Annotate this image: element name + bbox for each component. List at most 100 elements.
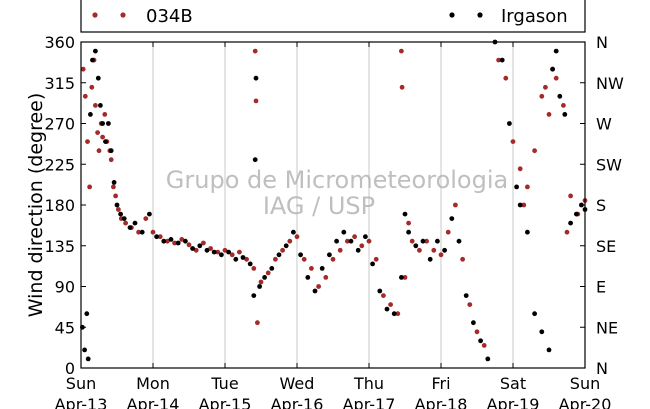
- point-034b: [438, 252, 444, 258]
- point-034b: [453, 202, 458, 208]
- point-034b: [193, 247, 199, 253]
- point-034b: [273, 256, 278, 262]
- point-034b: [179, 237, 185, 242]
- point-034b: [366, 238, 372, 244]
- point-034b: [255, 320, 260, 326]
- point-034b: [431, 247, 437, 253]
- point-034b: [265, 270, 271, 276]
- point-irgason: [84, 311, 90, 317]
- right-tick-label: E: [596, 278, 606, 297]
- point-034b: [102, 112, 108, 117]
- right-tick-label: W: [596, 115, 612, 134]
- point-irgason: [384, 306, 390, 312]
- point-034b: [481, 343, 487, 348]
- legend-label-irgason: Irgason: [501, 6, 568, 27]
- point-034b: [208, 246, 214, 251]
- right-axis-ticks: N NE E SE S SW W NW N: [596, 33, 624, 378]
- point-irgason: [183, 238, 188, 244]
- right-tick-label: NW: [596, 74, 624, 93]
- point-irgason: [499, 57, 505, 63]
- point-034b: [301, 256, 307, 262]
- x-tick-label-day: Thu: [353, 374, 384, 393]
- right-tick-label: SE: [596, 237, 616, 256]
- x-tick-label-day: Sat: [500, 374, 526, 393]
- point-034b: [157, 234, 163, 240]
- x-tick-label-day: Fri: [431, 374, 450, 393]
- point-irgason: [251, 293, 257, 298]
- point-034b: [82, 93, 88, 99]
- x-tick-label-day: Mon: [136, 374, 170, 393]
- watermark: Grupo de Micrometeorologia IAG / USP: [166, 166, 508, 220]
- point-irgason: [257, 284, 262, 289]
- point-034b: [521, 202, 527, 208]
- point-irgason: [121, 216, 127, 222]
- point-irgason: [168, 237, 174, 242]
- point-irgason: [463, 293, 469, 298]
- point-034b: [474, 329, 480, 335]
- point-irgason: [139, 229, 145, 235]
- point-034b: [237, 249, 242, 255]
- point-034b: [252, 48, 258, 54]
- grid: [152, 42, 514, 368]
- point-034b: [116, 207, 121, 212]
- point-034b: [388, 302, 393, 307]
- point-034b: [258, 279, 264, 285]
- point-irgason: [355, 247, 361, 253]
- point-irgason: [106, 121, 111, 126]
- point-irgason: [553, 48, 559, 54]
- point-irgason: [253, 75, 259, 81]
- x-tick-label-date: Apr-19: [487, 395, 540, 409]
- point-irgason: [298, 252, 303, 258]
- y-axis-label: Wind direction (degree): [25, 93, 47, 318]
- point-034b: [93, 103, 98, 108]
- x-tick-label-day: Sun: [570, 374, 600, 393]
- point-irgason: [327, 252, 332, 258]
- point-034b: [244, 256, 250, 262]
- point-034b: [395, 311, 401, 317]
- point-irgason: [252, 157, 258, 163]
- point-irgason: [204, 247, 210, 253]
- point-034b: [517, 166, 523, 172]
- point-034b: [546, 112, 552, 117]
- point-034b: [525, 184, 530, 190]
- y-tick-label: 0: [65, 359, 75, 378]
- point-irgason: [413, 243, 419, 249]
- point-irgason: [550, 66, 555, 72]
- point-034b: [568, 193, 573, 199]
- point-irgason: [269, 266, 275, 271]
- point-irgason: [175, 240, 181, 246]
- right-tick-label: SW: [596, 155, 622, 174]
- point-irgason: [233, 256, 239, 262]
- point-034b: [316, 284, 321, 289]
- x-tick-label-date: Apr-14: [127, 395, 180, 409]
- point-034b: [186, 242, 192, 248]
- point-034b: [539, 93, 545, 99]
- point-034b: [543, 84, 548, 90]
- point-irgason: [562, 112, 568, 117]
- point-irgason: [312, 288, 318, 294]
- watermark-line-1: Grupo de Micrometeorologia: [166, 166, 508, 194]
- point-034b: [460, 256, 465, 262]
- point-034b: [123, 220, 128, 226]
- point-irgason: [435, 238, 440, 244]
- point-034b: [467, 302, 473, 307]
- point-034b: [445, 229, 451, 235]
- point-irgason: [456, 238, 462, 244]
- point-034b: [345, 238, 350, 244]
- point-034b: [399, 84, 405, 90]
- point-irgason: [132, 220, 138, 226]
- point-034b: [309, 266, 314, 271]
- point-irgason: [420, 238, 426, 244]
- point-irgason: [211, 249, 217, 255]
- point-irgason: [190, 246, 196, 251]
- point-034b: [89, 84, 95, 90]
- point-irgason: [276, 252, 282, 258]
- legend-marker-034b: [92, 12, 98, 18]
- point-034b: [337, 247, 343, 253]
- point-irgason: [88, 112, 93, 117]
- point-irgason: [114, 202, 120, 208]
- point-034b: [251, 266, 257, 271]
- point-034b: [532, 148, 537, 154]
- point-irgason: [154, 234, 160, 240]
- point-034b: [143, 216, 149, 222]
